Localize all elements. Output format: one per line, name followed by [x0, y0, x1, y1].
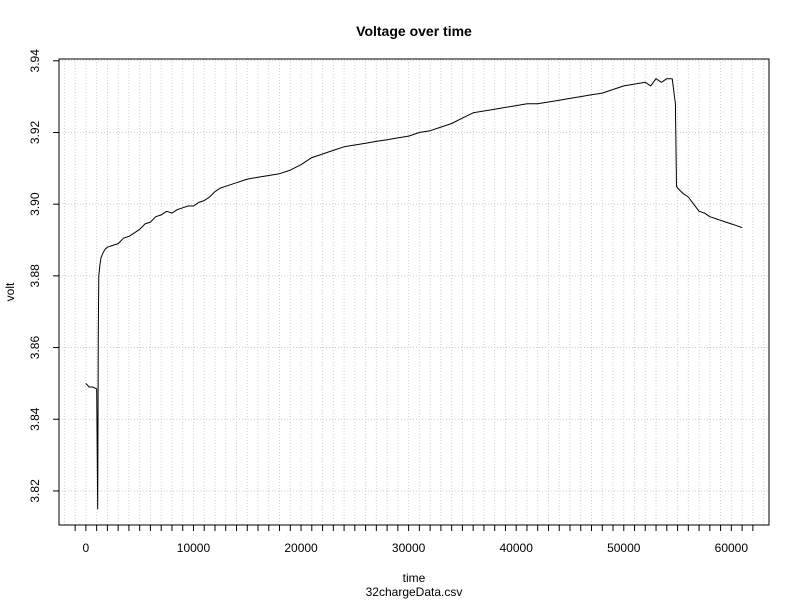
x-tick-label: 20000 [284, 541, 318, 555]
x-tick-label: 50000 [607, 541, 641, 555]
y-axis: 3.82 3.84 3.86 3.88 3.90 3.92 3.94 [28, 49, 59, 503]
x-axis-label: time [403, 571, 426, 585]
x-tick-label: 60000 [715, 541, 749, 555]
y-tick-label: 3.88 [28, 264, 42, 288]
y-tick-label: 3.86 [28, 336, 42, 360]
y-tick-label: 3.92 [28, 120, 42, 144]
y-tick-label: 3.82 [28, 479, 42, 503]
x-axis: 0 10000 20000 30000 40000 50000 60000 [74, 525, 754, 555]
chart-subtitle: 32chargeData.csv [366, 585, 463, 599]
plot-frame [58, 58, 770, 526]
chart-title: Voltage over time [356, 23, 472, 39]
x-tick-label: 30000 [392, 541, 426, 555]
y-axis-label: volt [3, 282, 17, 301]
x-tick-label: 0 [83, 541, 90, 555]
x-tick-label: 40000 [500, 541, 534, 555]
x-tick-label: 10000 [177, 541, 211, 555]
y-tick-label: 3.84 [28, 407, 42, 431]
voltage-series-line [85, 78, 743, 510]
y-tick-label: 3.94 [28, 49, 42, 73]
grid-lines [59, 59, 769, 525]
y-tick-label: 3.90 [28, 192, 42, 216]
